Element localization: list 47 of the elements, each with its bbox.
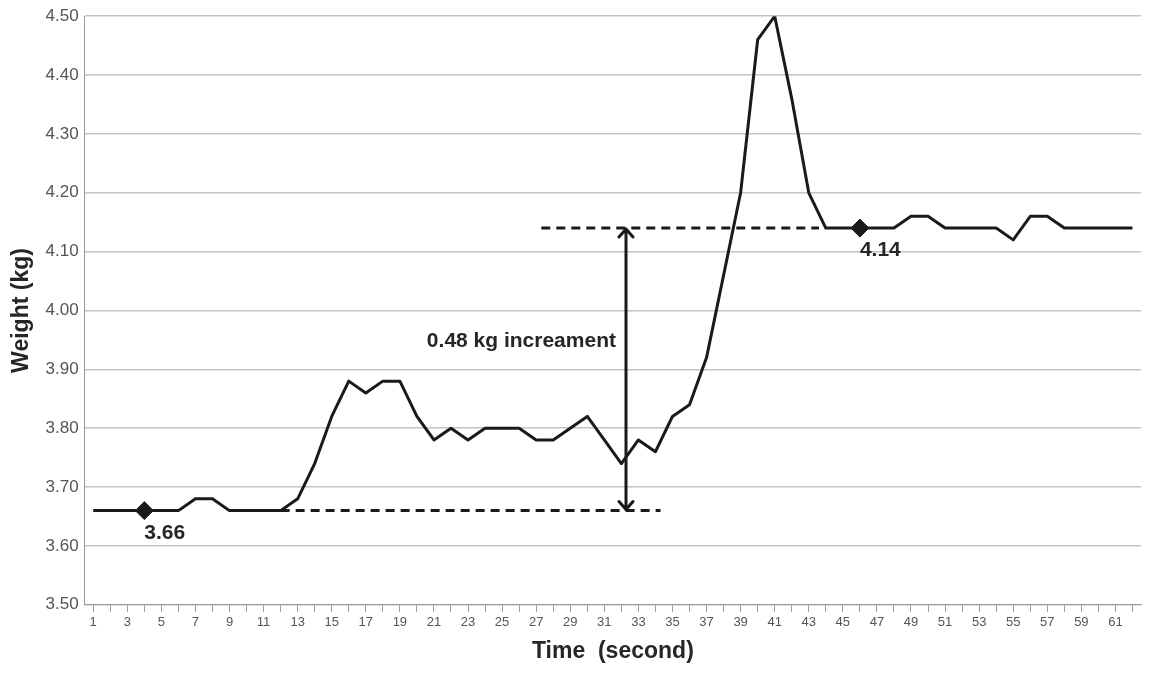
x-tick-label: 21 [426,614,442,630]
x-tick-label: 7 [191,614,200,630]
y-tick-label: 4.30 [45,123,79,143]
x-tick-label: 47 [869,614,885,630]
y-tick-label: 4.20 [45,182,79,202]
x-tick-label: 17 [358,614,374,630]
x-tick-label: 39 [733,614,748,630]
annotation: 3.66 [144,519,186,543]
annotation: 0.48 kg increament [426,327,616,351]
x-tick-label: 23 [460,614,476,630]
x-tick-label: 51 [937,614,953,630]
x-tick-label: 27 [528,614,544,630]
x-tick-label: 59 [1074,614,1089,630]
x-tick-label: 31 [597,614,612,630]
x-tick-label: 55 [1005,614,1021,630]
y-tick-label: 3.90 [45,359,79,379]
x-tick-label: 49 [903,614,919,630]
x-tick-label: 43 [801,614,817,630]
x-tick-label: 13 [290,614,305,630]
x-tick-label: 29 [563,614,578,630]
y-tick-label: 3.70 [45,476,79,496]
x-tick-label: 5 [157,614,165,630]
y-tick-label: 3.60 [45,535,79,555]
y-tick-label: 4.50 [45,5,79,25]
x-tick-label: 41 [767,614,782,630]
y-tick-label: 3.80 [45,417,79,437]
y-tick-label: 4.10 [45,241,79,261]
annotation: 4.14 [859,237,902,261]
y-tick-label: 4.40 [45,64,79,84]
x-tick-label: 37 [699,614,714,630]
x-tick-label: 33 [631,614,646,630]
x-tick-label: 35 [665,614,680,630]
x-tick-label: 45 [835,614,851,630]
x-tick-label: 15 [324,614,339,630]
x-tick-label: 57 [1040,614,1055,630]
y-tick-label: 3.50 [45,594,79,614]
x-tick-label: 11 [256,614,271,630]
x-tick-label: 9 [225,614,234,630]
x-axis-title: Time (second) [531,636,694,663]
x-tick-label: 61 [1108,614,1123,630]
x-tick-label: 53 [971,614,987,630]
x-tick-label: 19 [392,614,408,630]
x-tick-label: 1 [89,614,97,630]
x-tick-label: 3 [123,614,131,630]
y-tick-label: 4.00 [45,300,79,320]
x-tick-label: 25 [494,614,510,630]
y-axis-title: Weight (kg) [7,248,34,373]
